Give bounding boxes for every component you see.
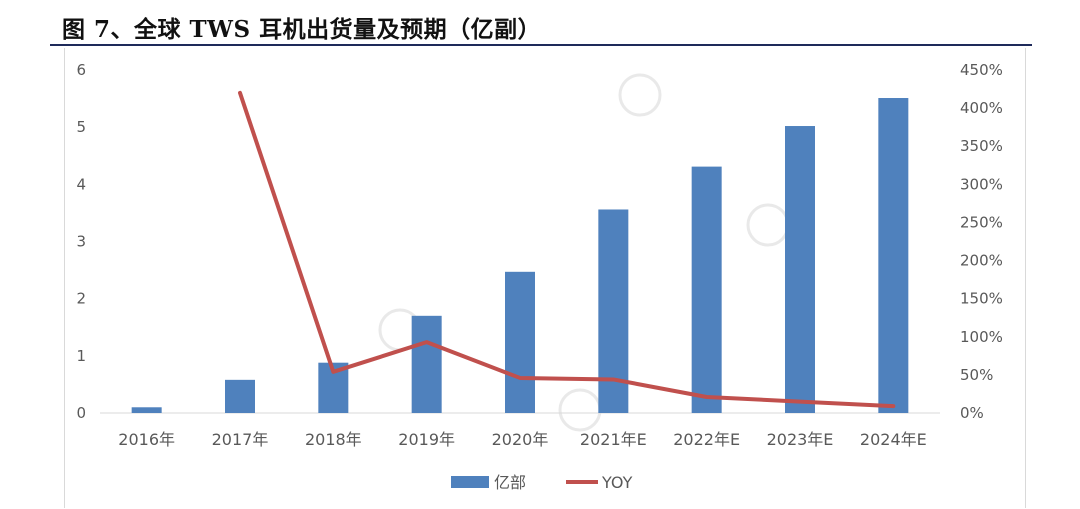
y-left-tick-label: 2 (76, 290, 86, 308)
x-axis: 2016年 2017年 2018年 2019年 2020年 2021年E 2022年E 202… (118, 430, 926, 449)
y-left-tick-label: 1 (76, 347, 86, 365)
y-right-tick-label: 0% (960, 404, 984, 422)
legend-swatch-bars (451, 476, 489, 488)
y-left-tick-label: 4 (76, 175, 86, 193)
title-rule (50, 44, 1032, 46)
figure-title: 图 7、全球 TWS 耳机出货量及预期（亿副） (62, 16, 542, 43)
bar (225, 379, 255, 413)
x-tick-label: 2020年 (492, 430, 549, 449)
watermark-logo-4 (558, 388, 602, 432)
y-right-tick-label: 400% (960, 99, 1003, 117)
x-tick-label: 2024年E (860, 430, 927, 449)
bar-series (131, 98, 909, 414)
bar (131, 407, 162, 413)
y-right-tick-label: 200% (960, 252, 1003, 270)
legend-label-bars: 亿部 (494, 473, 526, 492)
bar (411, 315, 442, 413)
y-right-tick-label: 450% (960, 61, 1003, 79)
y-right-tick-label: 350% (960, 137, 1003, 155)
x-tick-label: 2019年 (398, 430, 455, 449)
y-right-axis: 0% 50% 100% 150% 200% 250% 300% 350% 400% 450% (960, 61, 1003, 422)
y-left-tick-label: 3 (76, 233, 86, 251)
chart-frame (64, 48, 1026, 508)
y-left-tick-label: 5 (76, 118, 86, 136)
x-tick-label: 2018年 (305, 430, 362, 449)
y-left-axis: 0 1 2 3 4 5 6 (76, 61, 86, 422)
x-tick-label: 2023年E (767, 430, 834, 449)
yoy-line (238, 90, 896, 409)
y-right-tick-label: 300% (960, 175, 1003, 193)
y-right-tick-label: 150% (960, 290, 1003, 308)
y-right-tick-label: 250% (960, 213, 1003, 231)
bar (785, 126, 815, 414)
bar (505, 271, 535, 413)
legend-label-line: YOY (601, 473, 633, 492)
y-right-tick-label: 50% (960, 366, 993, 384)
watermark-logo-2 (746, 203, 790, 247)
legend: 亿部 YOY (451, 473, 633, 492)
y-right-tick-label: 100% (960, 328, 1003, 346)
y-left-tick-label: 0 (76, 404, 86, 422)
watermark-logo-1 (618, 73, 662, 117)
x-tick-label: 2016年 (118, 430, 175, 449)
bar (691, 166, 722, 413)
bar (878, 98, 909, 414)
y-left-tick-label: 6 (76, 61, 86, 79)
x-tick-label: 2022年E (673, 430, 740, 449)
x-tick-label: 2017年 (212, 430, 269, 449)
x-tick-label: 2021年E (580, 430, 647, 449)
